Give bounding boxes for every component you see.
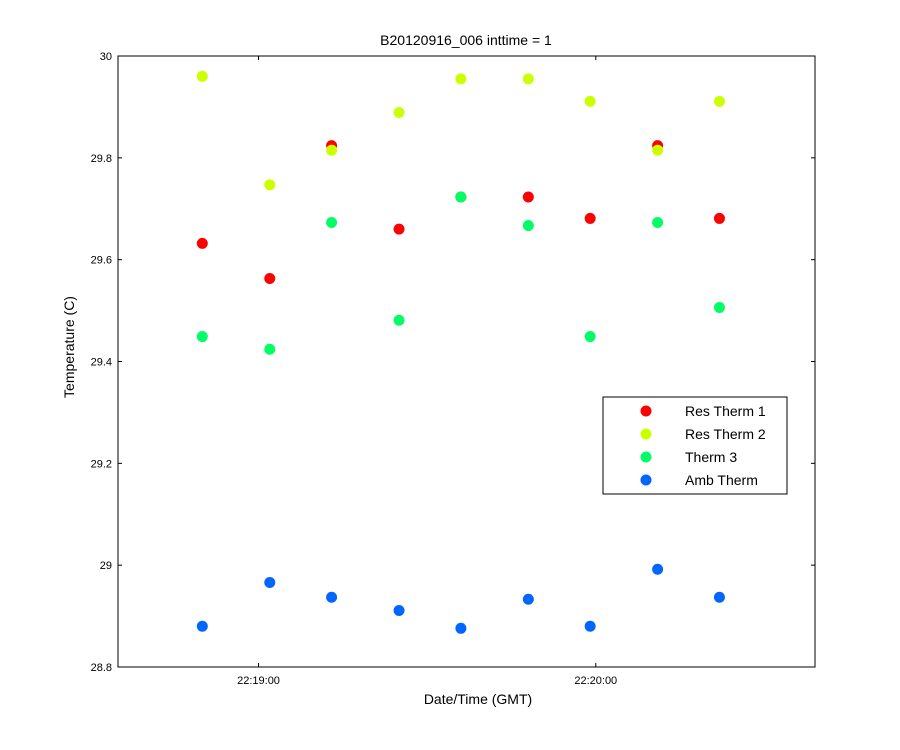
y-tick-label: 29.8 xyxy=(91,153,112,165)
point-res-therm-2 xyxy=(713,95,725,107)
point-res-therm-1 xyxy=(584,212,596,224)
point-therm-3 xyxy=(393,314,405,326)
legend-label-amb-therm: Amb Therm xyxy=(685,472,758,488)
point-therm-3 xyxy=(652,216,664,228)
x-axis-label: Date/Time (GMT) xyxy=(424,691,532,707)
point-res-therm-1 xyxy=(393,223,405,235)
point-therm-3 xyxy=(196,331,208,343)
series-amb-therm xyxy=(196,563,725,634)
data-points xyxy=(196,70,725,634)
point-res-therm-1 xyxy=(196,237,208,249)
legend-marker-res-therm-1 xyxy=(640,405,652,417)
point-res-therm-2 xyxy=(264,179,276,191)
legend-marker-res-therm-2 xyxy=(640,428,652,440)
x-axis-ticks: 22:19:00 22:20:00 xyxy=(237,56,617,687)
point-amb-therm xyxy=(393,604,405,616)
x-tick-label: 22:20:00 xyxy=(574,675,617,687)
point-amb-therm xyxy=(264,576,276,588)
point-res-therm-2 xyxy=(326,144,338,156)
point-amb-therm xyxy=(326,591,338,603)
point-amb-therm xyxy=(455,622,467,634)
point-res-therm-2 xyxy=(455,73,467,85)
legend-label-therm-3: Therm 3 xyxy=(685,449,737,465)
point-therm-3 xyxy=(264,343,276,355)
y-axis-ticks: 28.8 29 29.2 29.4 29.6 29.8 30 xyxy=(91,51,815,674)
point-res-therm-2 xyxy=(393,107,405,119)
point-therm-3 xyxy=(455,191,467,203)
series-res-therm-2 xyxy=(196,70,725,191)
point-res-therm-2 xyxy=(584,95,596,107)
point-amb-therm xyxy=(713,591,725,603)
y-tick-label: 29.4 xyxy=(91,357,112,369)
series-therm-3 xyxy=(196,191,725,355)
point-res-therm-1 xyxy=(264,273,276,285)
x-tick-label: 22:19:00 xyxy=(237,675,280,687)
point-res-therm-2 xyxy=(652,144,664,156)
point-amb-therm xyxy=(522,593,534,605)
point-amb-therm xyxy=(584,620,596,632)
legend: Res Therm 1 Res Therm 2 Therm 3 Amb Ther… xyxy=(602,396,788,495)
legend-marker-amb-therm xyxy=(640,474,652,486)
point-therm-3 xyxy=(522,220,534,232)
legend-label-res-therm-1: Res Therm 1 xyxy=(685,403,766,419)
point-therm-3 xyxy=(584,331,596,343)
point-amb-therm xyxy=(652,563,664,575)
y-tick-label: 29 xyxy=(100,560,112,572)
point-res-therm-1 xyxy=(522,191,534,203)
legend-box xyxy=(602,396,788,495)
point-res-therm-2 xyxy=(522,73,534,85)
point-therm-3 xyxy=(326,216,338,228)
point-amb-therm xyxy=(196,620,208,632)
y-axis-label: Temperature (C) xyxy=(61,296,77,398)
legend-label-res-therm-2: Res Therm 2 xyxy=(685,426,766,442)
legend-marker-therm-3 xyxy=(640,451,652,463)
y-tick-label: 30 xyxy=(100,51,112,63)
plot-area xyxy=(117,55,816,668)
chart-title: B20120916_006 inttime = 1 xyxy=(380,32,552,48)
y-tick-label: 28.8 xyxy=(91,662,112,674)
point-res-therm-2 xyxy=(196,70,208,82)
y-tick-label: 29.2 xyxy=(91,458,112,470)
point-therm-3 xyxy=(713,302,725,314)
point-res-therm-1 xyxy=(713,212,725,224)
y-tick-label: 29.6 xyxy=(91,255,112,267)
